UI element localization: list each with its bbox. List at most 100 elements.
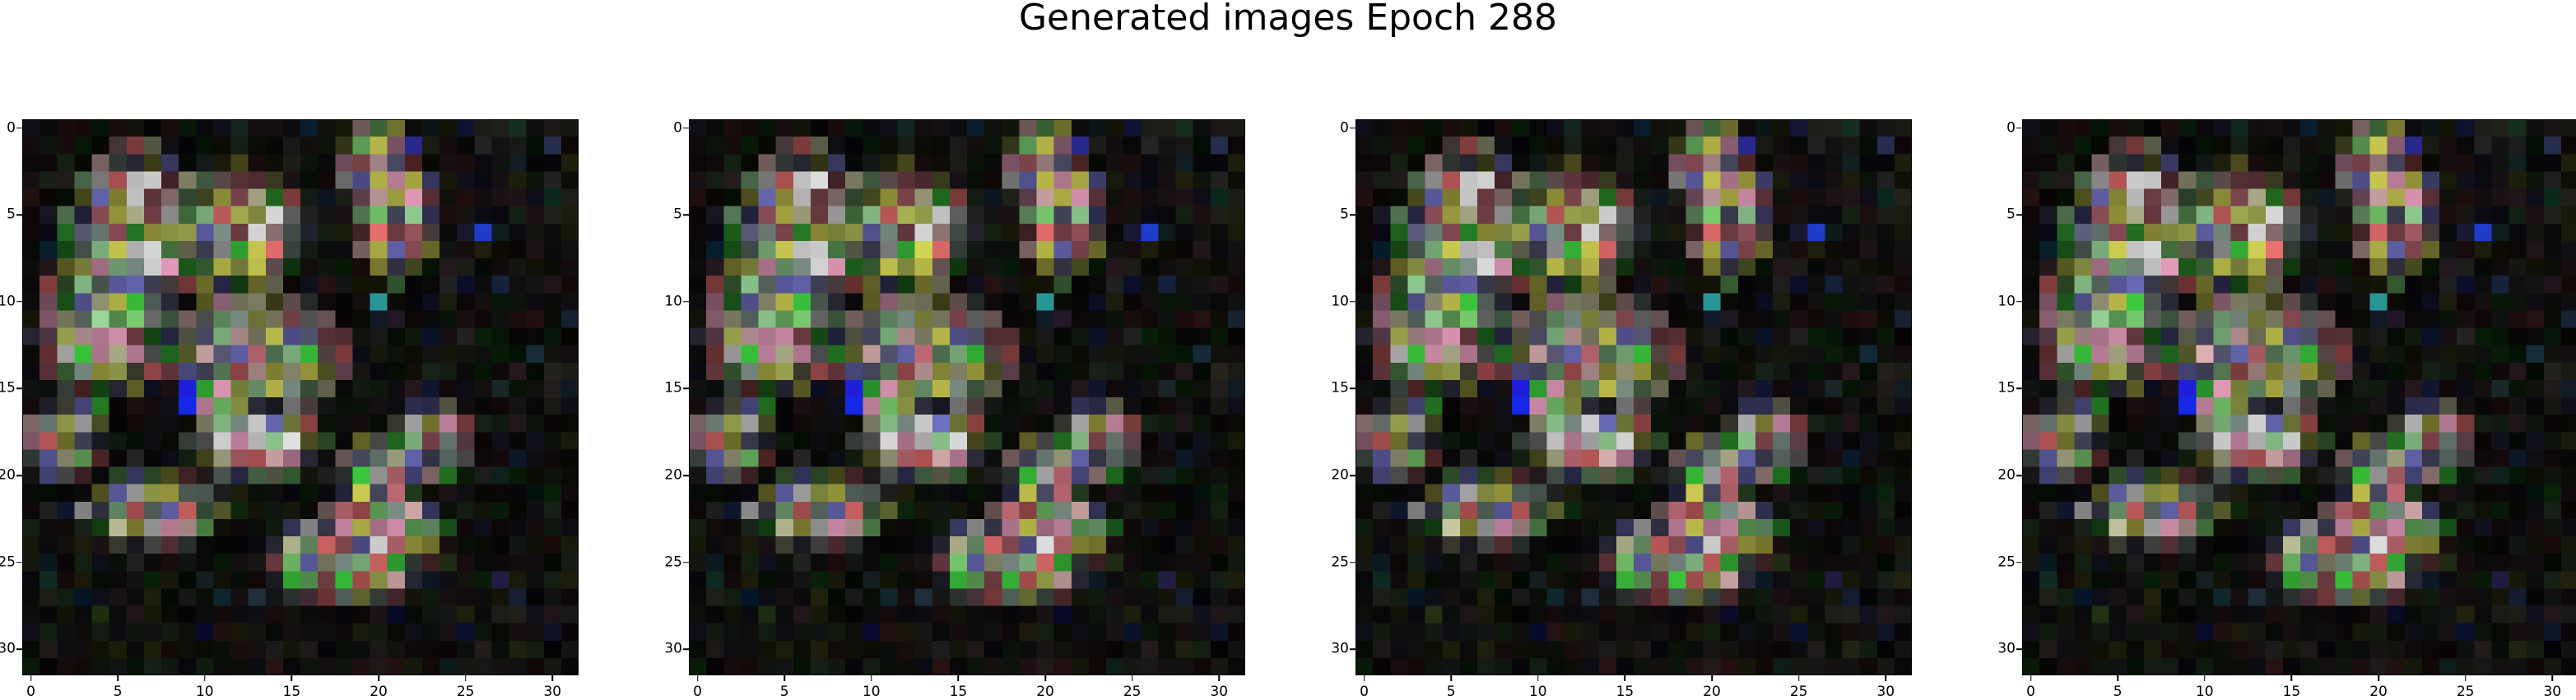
x-tick-mark — [464, 675, 467, 681]
y-tick-label: 25 — [664, 554, 682, 571]
x-tick-label: 15 — [949, 684, 968, 700]
y-tick-label: 30 — [0, 640, 16, 657]
x-tick-label: 10 — [1528, 684, 1547, 700]
x-tick-mark — [2378, 675, 2379, 681]
x-tick-label: 10 — [195, 684, 214, 700]
y-tick-label: 30 — [664, 640, 682, 657]
x-tick-label: 20 — [1036, 684, 1054, 700]
x-tick-mark — [291, 675, 293, 681]
y-tick-mark — [2016, 387, 2022, 390]
y-tick-label: 15 — [1331, 379, 1349, 396]
x-tick-label: 0 — [26, 684, 35, 700]
x-tick-label: 15 — [282, 684, 301, 700]
x-tick-label: 20 — [370, 684, 388, 700]
y-tick-mark — [2016, 127, 2022, 129]
y-tick-mark — [2016, 301, 2022, 303]
y-tick-label: 10 — [1997, 293, 2016, 310]
x-tick-mark — [2290, 675, 2293, 681]
x-tick-label: 5 — [2113, 684, 2123, 700]
y-tick-mark — [1350, 127, 1355, 129]
x-tick-label: 25 — [456, 684, 475, 700]
x-tick-mark — [117, 675, 119, 681]
y-tick-mark — [2016, 214, 2022, 216]
y-tick-label: 5 — [7, 206, 16, 223]
x-tick-mark — [1450, 675, 1452, 681]
x-tick-mark — [1131, 675, 1133, 681]
x-tick-mark — [551, 675, 554, 681]
y-tick-label: 15 — [0, 379, 16, 396]
y-tick-mark — [1350, 301, 1355, 303]
x-tick-mark — [1363, 675, 1365, 681]
y-tick-mark — [683, 387, 689, 390]
x-tick-mark — [1218, 675, 1221, 681]
generated-image-3 — [1355, 119, 1912, 675]
x-tick-label: 10 — [862, 684, 881, 700]
y-tick-mark — [16, 648, 22, 651]
x-tick-label: 0 — [693, 684, 702, 700]
y-tick-label: 15 — [664, 379, 682, 396]
y-tick-mark — [683, 475, 689, 476]
y-tick-label: 10 — [664, 293, 682, 310]
y-tick-mark — [1350, 387, 1355, 390]
image-panel-1: 0 5 10 15 20 25 30 0 5 10 15 20 25 30 — [0, 119, 579, 699]
x-tick-label: 15 — [2282, 684, 2301, 700]
y-tick-label: 25 — [0, 554, 16, 571]
generated-image-1 — [22, 119, 579, 675]
y-tick-mark — [683, 648, 689, 651]
y-tick-label: 10 — [0, 293, 16, 310]
x-tick-label: 5 — [113, 684, 123, 700]
x-tick-mark — [1044, 675, 1046, 681]
x-tick-mark — [2204, 675, 2206, 681]
y-tick-label: 20 — [664, 466, 682, 484]
x-tick-label: 25 — [1789, 684, 1808, 700]
y-tick-mark — [16, 475, 22, 476]
y-tick-mark — [16, 387, 22, 390]
x-tick-mark — [1797, 675, 1800, 681]
y-tick-mark — [683, 301, 689, 303]
x-tick-label: 0 — [1360, 684, 1369, 700]
x-tick-label: 5 — [779, 684, 789, 700]
x-tick-label: 30 — [2543, 684, 2562, 700]
x-tick-label: 15 — [1616, 684, 1634, 700]
image-panel-2: 0 5 10 15 20 25 30 0 5 10 15 20 25 30 — [664, 119, 1245, 699]
y-tick-mark — [1350, 648, 1355, 651]
y-tick-label: 20 — [1331, 466, 1349, 484]
x-tick-mark — [378, 675, 379, 681]
y-tick-mark — [16, 127, 22, 129]
x-tick-label: 25 — [2456, 684, 2475, 700]
y-tick-mark — [1350, 214, 1355, 216]
x-tick-label: 30 — [1210, 684, 1229, 700]
y-tick-mark — [683, 214, 689, 216]
y-tick-mark — [2016, 648, 2022, 651]
y-tick-label: 0 — [673, 119, 682, 137]
x-tick-mark — [1624, 675, 1626, 681]
y-tick-mark — [683, 561, 689, 563]
x-tick-mark — [2551, 675, 2554, 681]
y-tick-mark — [683, 127, 689, 129]
x-tick-label: 5 — [1446, 684, 1456, 700]
x-tick-mark — [1537, 675, 1539, 681]
x-tick-mark — [2117, 675, 2118, 681]
x-tick-mark — [871, 675, 872, 681]
y-tick-mark — [16, 301, 22, 303]
y-tick-label: 25 — [1331, 554, 1349, 571]
y-tick-label: 0 — [1340, 119, 1349, 137]
x-tick-mark — [2030, 675, 2032, 681]
image-panel-3: 0 5 10 15 20 25 30 0 5 10 15 20 25 30 — [1331, 119, 1912, 699]
y-tick-label: 30 — [1331, 640, 1349, 657]
y-tick-label: 5 — [1340, 206, 1349, 223]
x-tick-mark — [30, 675, 32, 681]
x-tick-mark — [783, 675, 785, 681]
y-tick-label: 15 — [1997, 379, 2016, 396]
y-tick-label: 25 — [1997, 554, 2016, 571]
y-tick-mark — [16, 214, 22, 216]
generated-image-4 — [2022, 119, 2576, 675]
y-tick-label: 0 — [7, 119, 16, 137]
y-tick-mark — [2016, 475, 2022, 476]
x-tick-mark — [957, 675, 960, 681]
x-tick-label: 20 — [1703, 684, 1721, 700]
generated-image-2 — [689, 119, 1245, 675]
y-tick-label: 5 — [2006, 206, 2016, 223]
x-tick-label: 0 — [2026, 684, 2035, 700]
y-tick-mark — [1350, 561, 1355, 563]
